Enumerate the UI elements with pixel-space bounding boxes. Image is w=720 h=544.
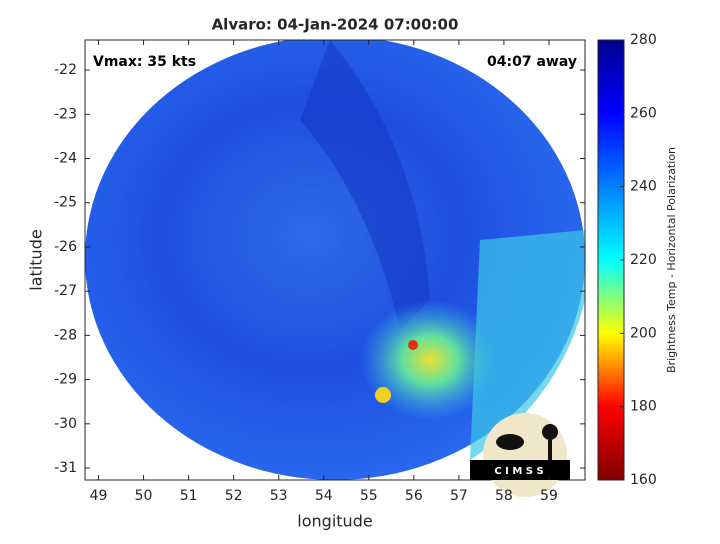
x-tick-label: 50	[135, 488, 153, 504]
y-tick-label: -22	[54, 62, 77, 78]
plot-frame	[84, 39, 586, 481]
x-tick-label: 49	[90, 488, 108, 504]
colorbar-tick-label: 260	[630, 105, 657, 121]
x-tick-label: 56	[405, 488, 423, 504]
y-tick-label: -30	[54, 416, 77, 432]
y-tick-label: -23	[54, 106, 77, 122]
colorbar-tick-label: 280	[630, 32, 657, 48]
y-tick-label: -31	[54, 460, 77, 476]
y-tick-label: -25	[54, 195, 77, 211]
annotation: 04:07 away	[487, 54, 577, 70]
logo-text: C I M S S	[494, 466, 543, 477]
y-tick-label: -27	[54, 283, 77, 299]
annotation: Vmax: 35 kts	[93, 54, 196, 70]
y-tick-label: -28	[54, 327, 77, 343]
colorbar-label: Brightness Temp - Horizontal Polarizatio…	[665, 147, 678, 373]
chart-title: Alvaro: 04-Jan-2024 07:00:00	[212, 16, 459, 34]
colorbar-tick-label: 160	[630, 472, 657, 488]
satellite-image	[85, 40, 585, 480]
x-tick-label: 54	[315, 488, 333, 504]
x-tick-label: 51	[180, 488, 198, 504]
x-axis-label: longitude	[297, 512, 372, 531]
colorbar-tick-label: 200	[630, 325, 657, 341]
x-tick-label: 55	[360, 488, 378, 504]
colorbar-tick-label: 220	[630, 252, 657, 268]
y-tick-label: -29	[54, 372, 77, 388]
x-tick-label: 52	[225, 488, 243, 504]
x-tick-label: 57	[450, 488, 468, 504]
x-tick-label: 53	[270, 488, 288, 504]
y-axis-label: latitude	[27, 229, 46, 290]
x-tick-label: 59	[540, 488, 558, 504]
x-tick-label: 58	[495, 488, 513, 504]
y-tick-label: -24	[54, 151, 77, 167]
colorbar-tick-label: 240	[630, 179, 657, 195]
y-tick-label: -26	[54, 239, 77, 255]
colorbar-tick-label: 180	[630, 399, 657, 415]
